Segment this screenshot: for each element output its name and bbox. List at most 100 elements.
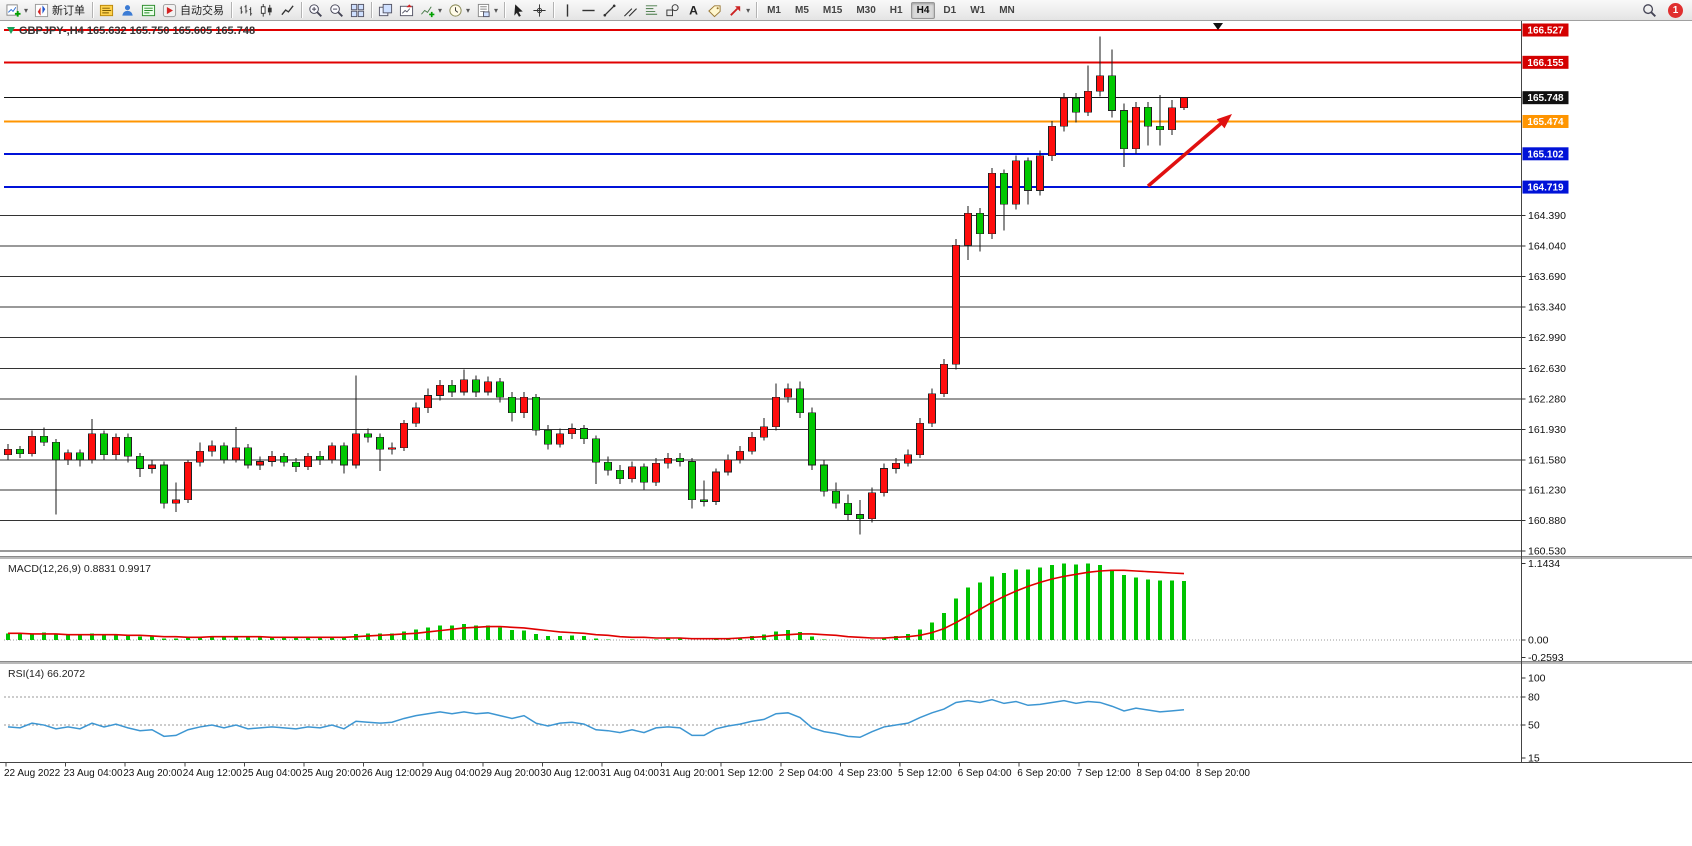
timeframe-button-m15[interactable]: M15 [822,4,843,16]
bull-candle [772,396,780,428]
bull-candle [1180,97,1188,109]
search-button[interactable] [1639,1,1660,20]
new-order-button[interactable]: 新订单 [31,1,89,20]
macd-label: MACD(12,26,9) 0.8831 0.9917 [8,563,151,575]
new-order-button-label: 新订单 [52,5,86,17]
bull-candle [784,388,792,398]
bull-candle [460,379,468,393]
timeframe-button-d1[interactable]: D1 [943,4,957,16]
zoom-out-button[interactable] [326,1,347,20]
market-watch-button[interactable] [96,1,117,20]
bull-candle [520,396,528,414]
bull-candle [28,436,36,455]
bull-candle [736,450,744,461]
bear-candle [796,388,804,414]
templates-button[interactable]: ▾ [473,1,501,20]
time-axis-label: 29 Aug 04:00 [421,768,480,779]
bear-candle [820,464,828,492]
bull-candle [1132,106,1140,150]
bull-candle [1036,155,1044,191]
bar-chart-button[interactable] [235,1,256,20]
bear-candle [1000,172,1008,205]
bear-candle [640,466,648,483]
fibonacci-icon [644,3,659,18]
price-tick-label: 164.390 [1528,210,1566,222]
horizontal-line-button[interactable] [578,1,599,20]
bull-candle [1096,75,1104,92]
crosshair-button[interactable] [529,1,550,20]
bull-candle [556,433,564,445]
timeframe-button-m1[interactable]: M1 [767,4,781,16]
chart-shift-icon [399,3,414,18]
time-axis-label: 31 Aug 20:00 [660,768,719,779]
trendline-button[interactable] [599,1,620,20]
text-button[interactable]: A [683,1,704,20]
time-axis[interactable]: 22 Aug 2022 23 Aug 04:00 23 Aug 20:00 24 Au… [4,762,1250,780]
timeframe-button-h4[interactable]: H4 [910,1,936,19]
macd-signal-line [8,569,1185,640]
bull-candle [880,468,888,494]
arrows-button[interactable]: ▾ [725,1,753,20]
svg-text:165.102: 165.102 [1527,149,1564,160]
toolbar-separator [92,2,94,18]
autotrading-button[interactable]: 自动交易 [159,1,228,20]
periods-button[interactable]: ▾ [445,1,473,20]
toolbar-separator [371,2,373,18]
price-tick-label: 163.690 [1528,271,1566,283]
toolbar-separator [756,2,758,18]
bull-candle [1168,107,1176,130]
bull-candle [148,464,156,469]
navigator-button[interactable] [117,1,138,20]
time-axis-label: 6 Sep 04:00 [958,768,1012,779]
fibonacci-button[interactable] [641,1,662,20]
zoom-in-icon [308,3,323,18]
price-tick-label: 160.880 [1528,515,1566,527]
toolbar-separator [553,2,555,18]
price-axis[interactable]: 164.390 164.040 163.690 163.340 162.990 162.6… [0,210,1566,558]
timeframe-button-h1[interactable]: H1 [889,4,903,16]
symbol-header: GBPJPY-,H4 165.632 165.750 165.605 165.7… [7,25,255,37]
timeframe-button-m5[interactable]: M5 [794,4,809,16]
bear-candle [160,464,168,504]
price-level-lines[interactable] [4,29,1521,189]
vertical-line-button[interactable] [557,1,578,20]
terminal-button[interactable] [138,1,159,20]
toolbar-separator [504,2,506,18]
bull-candle [328,445,336,461]
bear-candle [1144,106,1152,127]
price-tick-label: 164.040 [1528,241,1566,253]
toolbar-right-group: 1 [1639,1,1689,20]
bull-candle [484,381,492,393]
price-tick-label: 163.340 [1528,301,1566,313]
timeframe-button-w1[interactable]: W1 [970,4,986,16]
channel-button[interactable] [620,1,641,20]
tile-windows-button[interactable] [347,1,368,20]
svg-text:165.748: 165.748 [1527,93,1564,104]
indicators-button[interactable]: ▾ [417,1,445,20]
level-price-label: 165.474 [1522,114,1569,128]
label-button[interactable] [704,1,725,20]
notification-badge[interactable]: 1 [1668,2,1683,18]
chevron-down-icon: ▾ [746,5,751,15]
bull-candle [112,436,120,455]
timeframe-button-m30[interactable]: M30 [856,4,876,16]
trend-arrow-annotation[interactable] [1146,114,1232,188]
bull-candle [424,395,432,408]
symbol-marker-icon [7,27,15,34]
timeframe-button-mn[interactable]: MN [999,4,1015,16]
line-chart-button[interactable] [277,1,298,20]
auto-arrange-button[interactable] [375,1,396,20]
new-chart-button[interactable]: ▾ [3,1,31,20]
chart-shift-button[interactable] [396,1,417,20]
chevron-down-icon: ▾ [438,5,443,15]
shapes-button[interactable] [662,1,683,20]
zoom-in-button[interactable] [305,1,326,20]
candlestick-chart-button[interactable] [256,1,277,20]
toolbar-separator [301,2,303,18]
bull-candle [64,452,72,461]
time-axis-label: 5 Sep 12:00 [898,768,952,779]
cursor-button[interactable] [508,1,529,20]
bull-candle [232,447,240,461]
chevron-down-icon: ▾ [466,5,471,15]
